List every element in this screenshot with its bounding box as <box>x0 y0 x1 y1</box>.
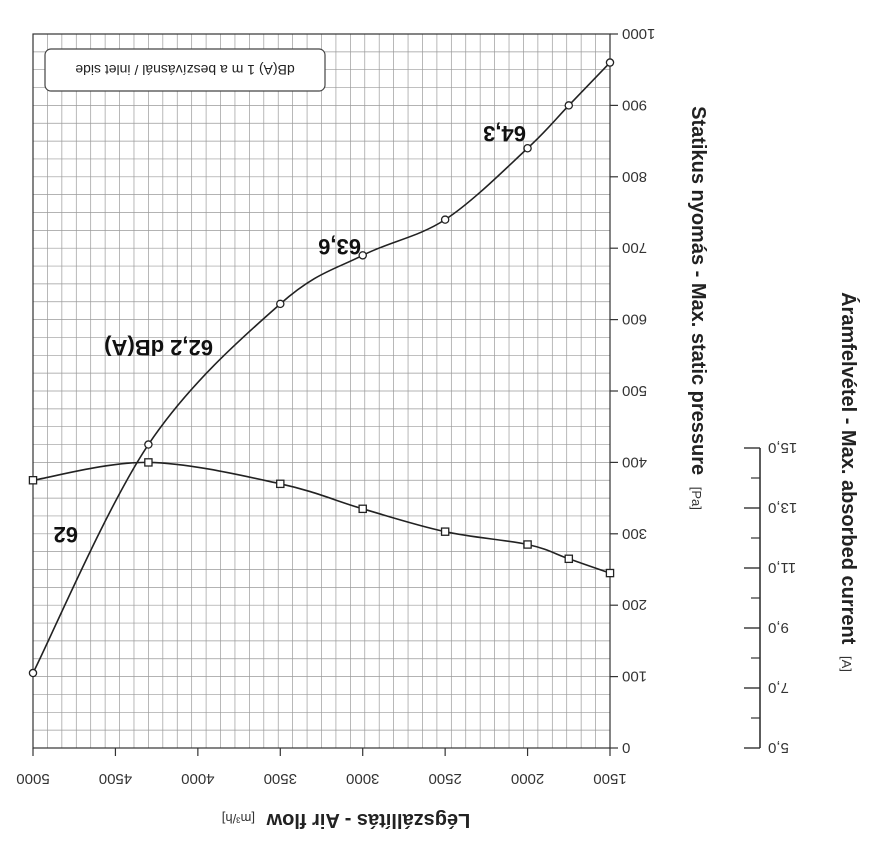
y-left-tick-labels: 0 100 200 300 400 500 600 700 800 900 1000 <box>622 25 655 756</box>
annotation-62-2-dba: 62,2 dB(A) <box>104 335 213 360</box>
y-left-axis-title: Statikus nyomás - Max. static pressure [… <box>687 106 709 510</box>
pressure-point <box>440 215 450 224</box>
pressure-point <box>523 143 532 153</box>
chart-axes <box>32 33 618 756</box>
chart-grid <box>32 33 611 749</box>
pressure-point <box>276 299 285 309</box>
pressure-point <box>564 101 574 110</box>
current-point <box>144 458 153 467</box>
pressure-point <box>358 251 367 260</box>
y-left-tick-label: 900 <box>622 96 647 113</box>
current-point <box>564 554 574 564</box>
x-tick-label: 4000 <box>181 770 214 787</box>
current-point <box>28 476 38 485</box>
current-point <box>440 527 450 536</box>
y-left-tick-label: 300 <box>622 525 647 542</box>
y-left-tick-label: 700 <box>622 239 647 256</box>
x-tick-label: 2500 <box>428 770 461 787</box>
x-axis-title: Légszállítás - Air flow [m³/h] <box>222 809 471 831</box>
y-left-tick-label: 800 <box>622 168 647 185</box>
current-tick-label: 13,0 <box>768 499 797 516</box>
legend-box: dB(A) 1 m a beszívásnál / inlet side <box>44 48 326 92</box>
x-tick-label: 3500 <box>264 770 297 787</box>
y-left-axis-unit: [Pa] <box>689 487 704 510</box>
y-left-tick-label: 100 <box>622 668 647 685</box>
y-left-tick-label: 1000 <box>622 25 655 42</box>
x-axis-label: Légszállítás - Air flow <box>266 809 470 831</box>
y-left-axis-label: Statikus nyomás - Max. static pressure <box>687 106 709 475</box>
current-point <box>523 540 532 549</box>
pressure-point <box>28 668 38 678</box>
x-tick-label: 3000 <box>346 770 379 787</box>
current-tick-label: 9,0 <box>768 619 789 636</box>
current-tick-label: 5,0 <box>768 739 789 756</box>
current-tick-label: 7,0 <box>768 679 789 696</box>
y-left-tick-label: 600 <box>622 311 647 328</box>
chart-series <box>28 58 615 678</box>
current-tick-label: 11,0 <box>768 559 796 576</box>
y-left-tick-label: 0 <box>622 739 630 756</box>
y-left-tick-label: 400 <box>622 453 647 470</box>
pressure-point <box>605 58 615 67</box>
annotation-64-3: 64,3 <box>483 121 526 146</box>
y-left-tick-label: 500 <box>622 382 647 399</box>
annotation-63-6: 63,6 <box>318 234 361 259</box>
x-axis-unit: [m³/h] <box>222 811 255 826</box>
y-right-axis-unit: [A] <box>839 656 854 672</box>
y-left-tick-label: 200 <box>622 596 647 613</box>
current-point <box>276 479 285 489</box>
current-tick-label: 15,0 <box>768 439 797 456</box>
x-tick-label: 2000 <box>511 770 544 787</box>
x-tick-label: 4500 <box>99 770 132 787</box>
y-right-axis-title: Áramfelvétel - Max. absorbed current [A] <box>837 292 860 672</box>
y-right-axis-label: Áramfelvétel - Max. absorbed current <box>837 292 860 645</box>
current-point <box>358 504 367 514</box>
annotation-62: 62 <box>54 522 78 547</box>
current-point <box>605 568 615 578</box>
pressure-point <box>144 440 153 449</box>
legend-text: dB(A) 1 m a beszívásnál / inlet side <box>75 62 295 78</box>
x-tick-label: 5000 <box>16 770 49 787</box>
x-tick-labels: 1500 2000 2500 3000 3500 4000 4500 5000 <box>16 770 626 787</box>
x-tick-label: 1500 <box>593 770 626 787</box>
y-right-tick-labels: 5,0 7,0 9,0 11,0 13,0 15,0 <box>744 439 797 756</box>
